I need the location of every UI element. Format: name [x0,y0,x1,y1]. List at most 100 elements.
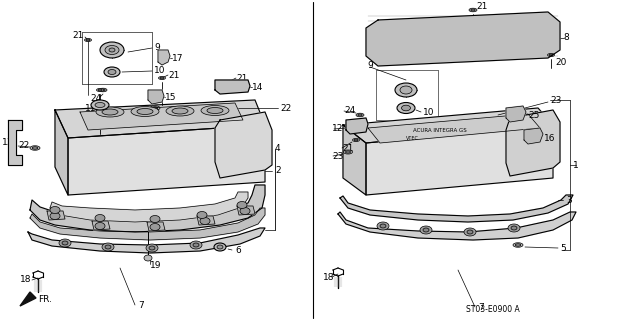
Text: 23: 23 [550,95,561,105]
Text: 20: 20 [555,58,566,67]
Text: 21: 21 [72,30,83,39]
Ellipse shape [59,239,71,247]
Polygon shape [8,120,22,165]
Text: 7: 7 [138,300,144,309]
Ellipse shape [50,206,60,213]
Polygon shape [47,211,65,220]
Ellipse shape [172,108,188,114]
Ellipse shape [108,69,116,75]
Polygon shape [92,221,110,230]
Polygon shape [343,108,553,143]
Ellipse shape [207,108,223,114]
Ellipse shape [166,106,194,116]
Polygon shape [68,125,265,195]
Ellipse shape [513,243,523,247]
Text: 9: 9 [367,60,373,69]
Ellipse shape [159,76,166,80]
Polygon shape [50,192,248,222]
Polygon shape [20,292,36,306]
Ellipse shape [343,150,352,154]
Ellipse shape [228,81,232,83]
Ellipse shape [62,241,68,245]
Ellipse shape [190,241,202,249]
Ellipse shape [380,224,386,228]
Ellipse shape [217,245,223,249]
Ellipse shape [102,243,114,251]
Ellipse shape [144,255,152,261]
Polygon shape [147,222,165,231]
Ellipse shape [95,222,105,229]
Ellipse shape [423,228,429,232]
Ellipse shape [32,147,38,149]
Text: 12: 12 [332,124,343,132]
Text: 21: 21 [476,2,487,11]
Text: ST03-E0900 A: ST03-E0900 A [466,306,520,315]
Ellipse shape [100,42,124,58]
Text: 10: 10 [423,108,434,116]
Ellipse shape [95,214,105,221]
Polygon shape [28,228,265,253]
Ellipse shape [345,151,350,153]
Ellipse shape [149,246,155,250]
Text: 13: 13 [2,138,13,147]
Polygon shape [237,206,255,215]
Ellipse shape [511,226,517,230]
Text: 3: 3 [566,196,572,204]
Polygon shape [55,110,68,195]
Text: 24: 24 [344,106,355,115]
Polygon shape [366,125,553,195]
Ellipse shape [549,54,553,56]
Text: FR.: FR. [38,295,52,305]
Ellipse shape [227,80,234,84]
Ellipse shape [50,212,60,220]
Polygon shape [215,80,250,94]
Text: 23: 23 [332,151,343,161]
Ellipse shape [150,215,160,222]
Text: 4: 4 [275,143,281,153]
Text: 2: 2 [275,165,281,174]
Ellipse shape [464,228,476,236]
Text: 1: 1 [573,161,579,170]
Text: 22: 22 [18,140,29,149]
Ellipse shape [102,109,118,115]
Ellipse shape [30,146,40,150]
Polygon shape [148,90,164,104]
Text: 7: 7 [478,303,483,313]
Text: 18: 18 [20,276,31,284]
Ellipse shape [377,222,389,230]
Ellipse shape [469,8,477,12]
Ellipse shape [152,107,158,109]
Ellipse shape [547,53,554,57]
Ellipse shape [150,106,160,110]
Ellipse shape [85,38,92,42]
Polygon shape [340,195,573,222]
Polygon shape [80,103,243,130]
Ellipse shape [99,88,107,92]
Polygon shape [524,128,543,144]
Polygon shape [30,185,265,232]
Ellipse shape [508,224,520,232]
Ellipse shape [150,223,160,230]
Ellipse shape [358,114,362,116]
Ellipse shape [240,207,250,214]
Text: ACURA INTEGRA GS: ACURA INTEGRA GS [413,127,467,132]
Text: 15: 15 [165,92,176,101]
Text: 18: 18 [323,274,334,283]
Ellipse shape [109,48,115,52]
Ellipse shape [105,245,111,249]
Ellipse shape [86,39,90,41]
Ellipse shape [160,77,164,79]
Ellipse shape [137,108,153,115]
Polygon shape [55,100,265,138]
Ellipse shape [354,139,358,141]
Ellipse shape [401,105,410,111]
Polygon shape [506,106,526,122]
Ellipse shape [131,107,159,116]
Text: 17: 17 [172,53,183,62]
Text: 6: 6 [235,245,241,254]
Ellipse shape [200,218,210,225]
Text: VTEC: VTEC [406,135,419,140]
Polygon shape [346,118,368,134]
Ellipse shape [201,106,229,116]
Text: 22: 22 [280,103,291,113]
